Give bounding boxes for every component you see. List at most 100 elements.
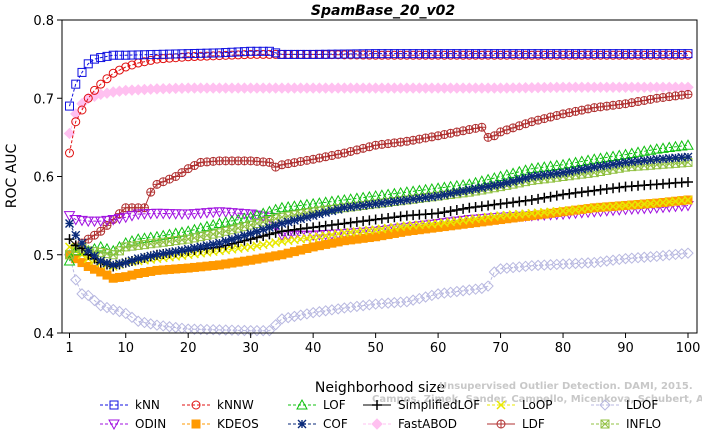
- x-axis: 1 10 20 30 40 50 60 70 80 90 100: [65, 333, 700, 356]
- data-point: [191, 419, 201, 429]
- data-point: [89, 54, 99, 64]
- data-point: [352, 49, 362, 59]
- data-point: [83, 59, 93, 69]
- data-point: [351, 300, 363, 313]
- x-tick-label: 50: [367, 341, 384, 356]
- series-ldf: [65, 89, 693, 260]
- data-point: [258, 46, 268, 56]
- data-point: [508, 197, 519, 208]
- legend-item-fastabod: FastABOD: [363, 417, 457, 431]
- data-point: [483, 49, 493, 59]
- data-point: [233, 47, 243, 57]
- data-point: [177, 168, 187, 178]
- data-point: [483, 200, 494, 211]
- data-point: [244, 209, 257, 221]
- data-point: [121, 62, 131, 72]
- x-tick-label: 20: [180, 341, 197, 356]
- data-point: [321, 49, 331, 59]
- data-point: [539, 192, 550, 203]
- data-point: [471, 184, 481, 194]
- x-tick-label: 40: [305, 341, 322, 356]
- data-point: [514, 196, 525, 207]
- data-point: [158, 49, 168, 59]
- data-point: [583, 186, 594, 197]
- data-point: [82, 289, 94, 302]
- data-point: [545, 191, 556, 202]
- data-point: [413, 292, 426, 305]
- data-point: [202, 48, 212, 58]
- data-point: [152, 250, 162, 260]
- data-point: [664, 49, 674, 59]
- data-point: [108, 50, 118, 60]
- legend-item-loop: LoOP: [487, 398, 553, 412]
- data-point: [208, 239, 218, 249]
- data-point: [63, 254, 76, 266]
- data-point: [682, 139, 694, 150]
- data-point: [246, 46, 256, 56]
- data-point: [151, 230, 163, 242]
- data-point: [219, 207, 232, 219]
- series-line: [69, 53, 688, 154]
- data-point: [296, 49, 306, 59]
- data-point: [502, 178, 512, 188]
- data-point: [314, 221, 325, 232]
- data-point: [683, 89, 693, 99]
- data-point: [252, 46, 262, 56]
- x-tick-label: 10: [117, 341, 134, 356]
- data-point: [214, 238, 224, 248]
- data-point: [213, 207, 226, 218]
- data-point: [476, 282, 488, 295]
- data-point: [345, 217, 356, 228]
- data-point: [445, 206, 456, 217]
- data-point: [246, 229, 256, 239]
- data-point: [621, 157, 631, 167]
- data-point: [71, 117, 81, 127]
- data-point: [377, 49, 387, 59]
- y-tick-label: 0.7: [33, 92, 54, 107]
- data-point: [146, 50, 156, 60]
- data-point: [263, 324, 276, 337]
- chart-legend: kNN kNNW LOF SimplifiedLOF LoOP LDOF ODIN KDEOS…: [100, 398, 661, 431]
- data-point: [264, 223, 274, 233]
- data-point: [113, 305, 126, 318]
- data-point: [308, 49, 318, 59]
- data-point: [233, 232, 243, 242]
- data-point: [496, 419, 506, 429]
- x-axis-label: Neighborhood size: [315, 380, 445, 396]
- data-point: [614, 182, 625, 193]
- data-point: [146, 55, 156, 65]
- data-point: [433, 191, 443, 201]
- data-point: [126, 311, 138, 324]
- data-point: [83, 93, 93, 103]
- data-point: [371, 49, 381, 59]
- data-point: [152, 54, 162, 64]
- data-point: [583, 49, 593, 59]
- data-point: [119, 212, 132, 224]
- data-point: [639, 156, 649, 166]
- data-point: [339, 203, 349, 213]
- data-point: [333, 204, 343, 214]
- data-point: [297, 419, 307, 429]
- data-point: [588, 256, 600, 269]
- data-point: [669, 248, 682, 261]
- data-point: [295, 223, 306, 234]
- data-point: [288, 310, 301, 323]
- data-point: [351, 216, 362, 227]
- data-point: [95, 299, 107, 312]
- data-point: [96, 53, 106, 63]
- data-point: [495, 198, 506, 209]
- data-point: [414, 49, 424, 59]
- data-point: [76, 215, 88, 227]
- data-point: [508, 49, 518, 59]
- data-point: [676, 248, 688, 260]
- data-point: [558, 49, 568, 59]
- data-point: [382, 297, 394, 309]
- data-point: [221, 48, 231, 58]
- data-point: [358, 216, 369, 227]
- data-point: [271, 48, 281, 58]
- data-point: [333, 219, 344, 230]
- data-point: [583, 163, 593, 173]
- data-point: [488, 266, 501, 278]
- data-point: [675, 139, 688, 151]
- data-point: [191, 400, 201, 410]
